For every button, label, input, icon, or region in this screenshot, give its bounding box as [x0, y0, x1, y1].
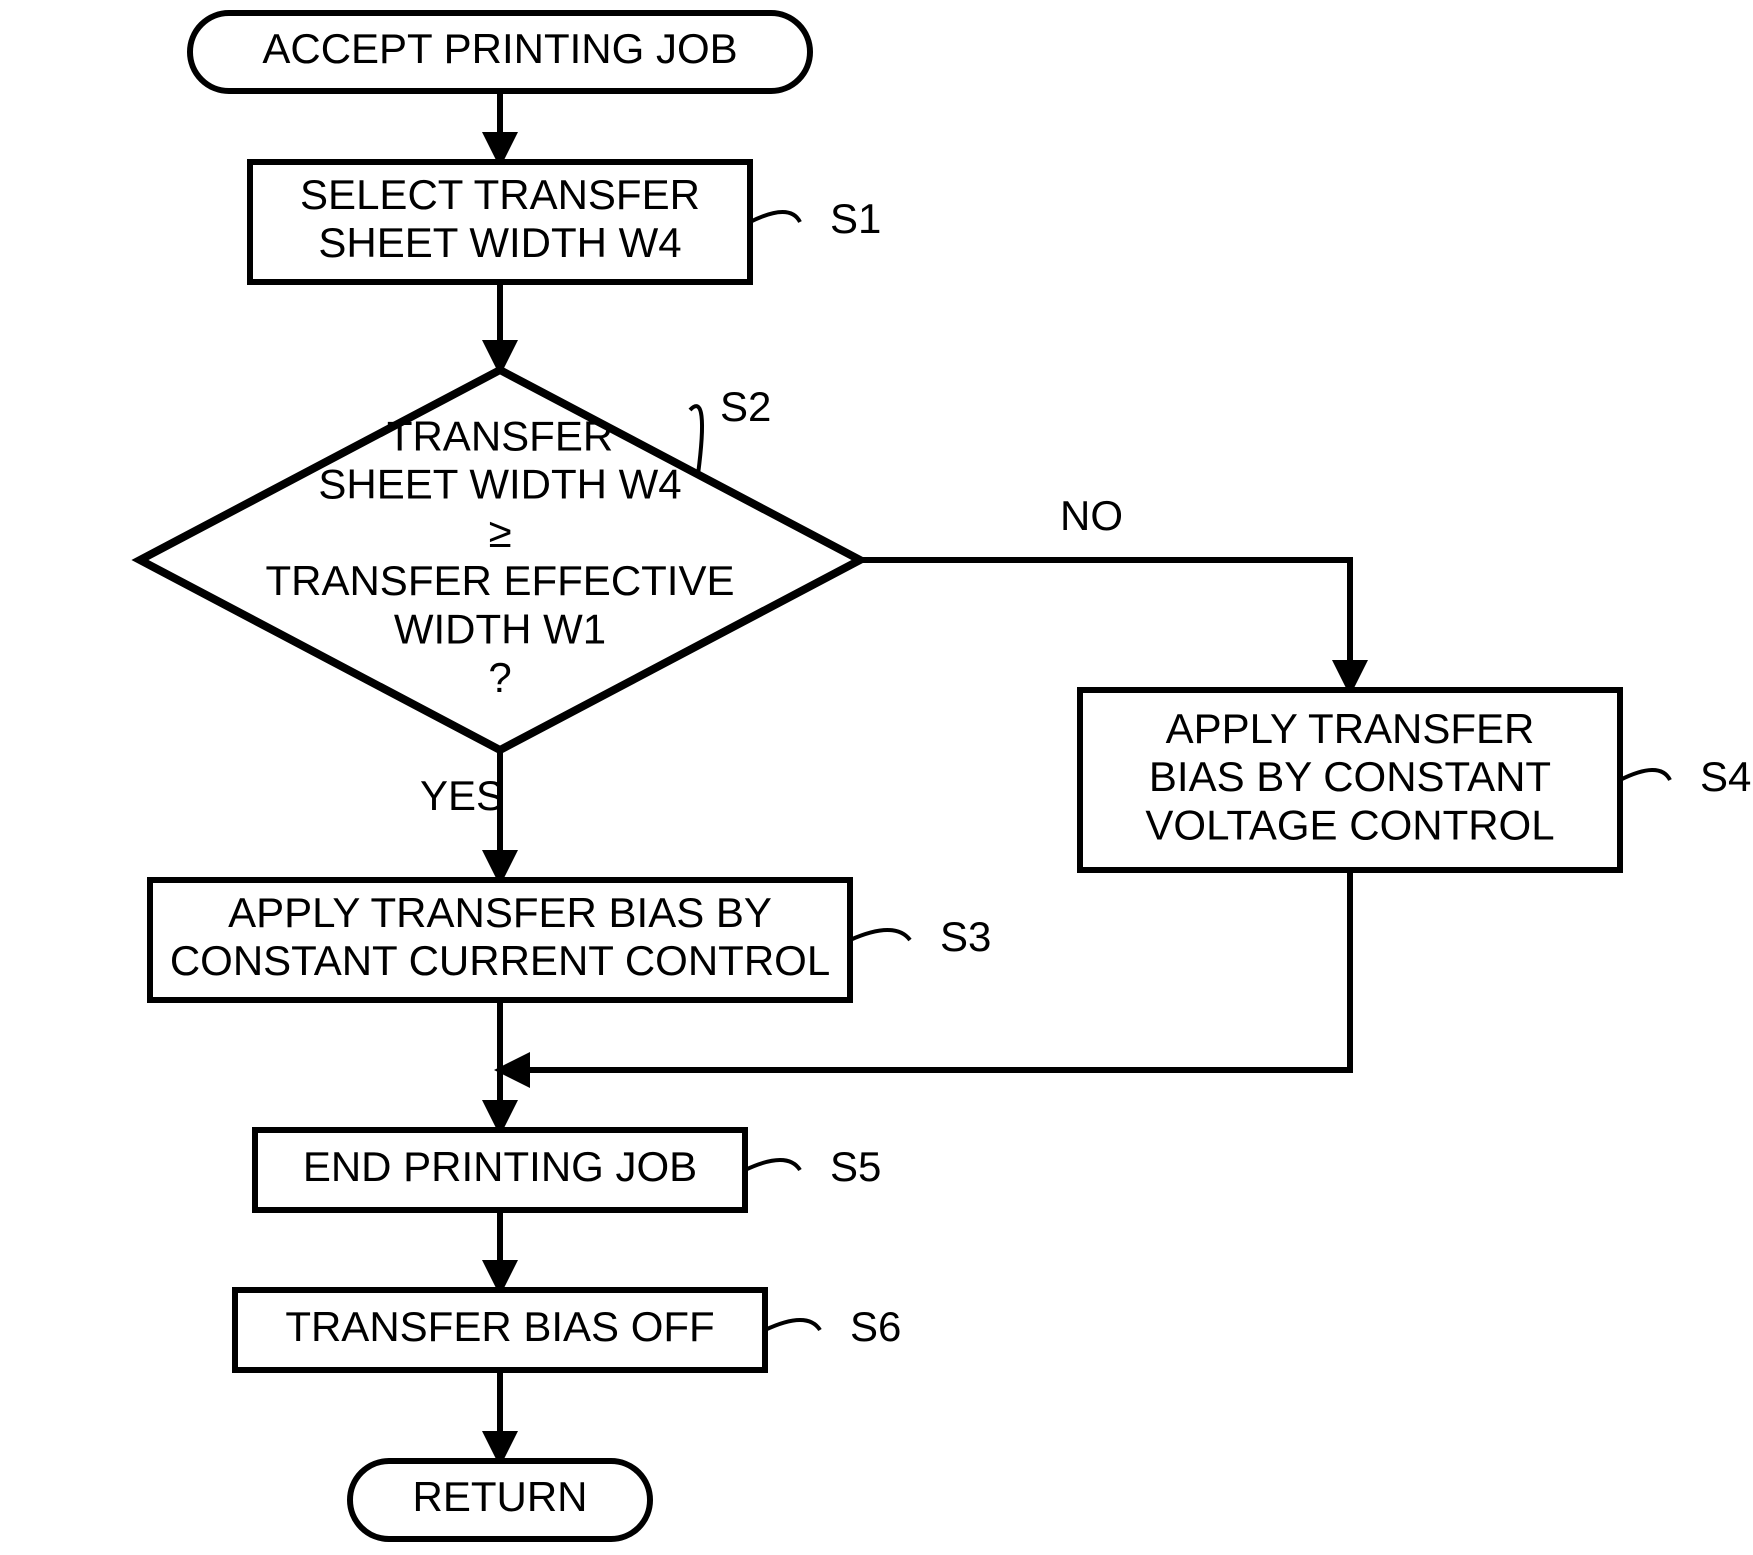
- step-leader-s1: [750, 212, 800, 222]
- process-label-s5: END PRINTING JOB: [303, 1143, 697, 1190]
- step-leader-s3: [850, 930, 910, 940]
- flowchart: YESNOACCEPT PRINTING JOBSELECT TRANSFERS…: [0, 0, 1753, 1555]
- step-label-s3: S3: [940, 913, 991, 960]
- process-label-s4: BIAS BY CONSTANT: [1149, 753, 1551, 800]
- step-label-s6: S6: [850, 1303, 901, 1350]
- decision-label-s2: ≥: [488, 509, 511, 556]
- decision-label-s2: ?: [488, 654, 511, 701]
- step-leader-s2: [690, 406, 702, 474]
- decision-label-s2: WIDTH W1: [394, 606, 606, 653]
- step-label-s1: S1: [830, 195, 881, 242]
- step-label-s2: S2: [720, 383, 771, 430]
- step-leader-s4: [1620, 770, 1670, 780]
- step-leader-s6: [765, 1320, 820, 1330]
- terminator-label-start: ACCEPT PRINTING JOB: [262, 25, 737, 72]
- decision-label-s2: TRANSFER EFFECTIVE: [265, 557, 734, 604]
- connector: [860, 560, 1350, 690]
- process-label-s1: SHEET WIDTH W4: [318, 219, 681, 266]
- terminator-label-return: RETURN: [413, 1473, 588, 1520]
- process-label-s3: APPLY TRANSFER BIAS BY: [228, 889, 772, 936]
- step-label-s5: S5: [830, 1143, 881, 1190]
- process-label-s4: VOLTAGE CONTROL: [1145, 801, 1554, 848]
- branch-label: YES: [420, 772, 504, 819]
- branch-label: NO: [1060, 492, 1123, 539]
- process-label-s6: TRANSFER BIAS OFF: [285, 1303, 714, 1350]
- step-label-s4: S4: [1700, 753, 1751, 800]
- decision-label-s2: SHEET WIDTH W4: [318, 461, 681, 508]
- step-leader-s5: [745, 1160, 800, 1170]
- process-label-s4: APPLY TRANSFER: [1166, 705, 1535, 752]
- process-label-s1: SELECT TRANSFER: [300, 171, 700, 218]
- decision-label-s2: TRANSFER: [387, 412, 613, 459]
- process-label-s3: CONSTANT CURRENT CONTROL: [170, 937, 830, 984]
